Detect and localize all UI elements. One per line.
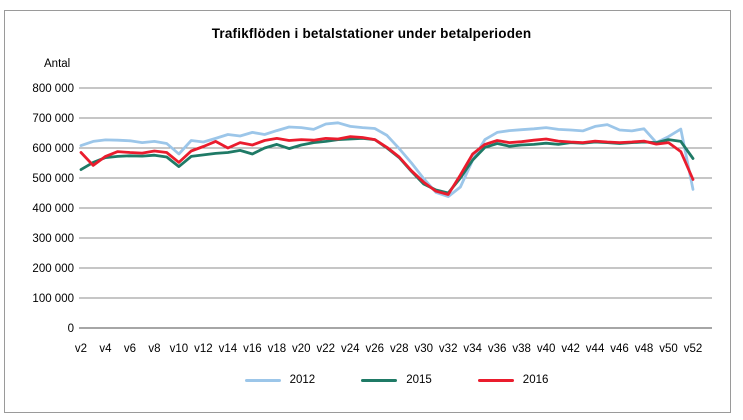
chart-border-frame [4,10,731,413]
x-tick-label: v38 [512,343,531,355]
legend-item-2016: 2016 [477,374,549,386]
x-tick-label: v2 [75,343,87,355]
legend-line-swatch-2015 [361,378,398,382]
x-tick-label: v16 [243,343,262,355]
x-tick-label: v12 [194,343,213,355]
legend-line-swatch-2016 [477,378,514,382]
x-tick-label: v18 [268,343,287,355]
y-tick-label: 300 000 [32,233,74,245]
x-tick-label: v50 [659,343,678,355]
x-tick-label: v28 [390,343,409,355]
x-tick-label: v34 [463,343,482,355]
x-tick-label: v46 [610,343,629,355]
x-tick-label: v20 [292,343,311,355]
x-tick-label: v52 [684,343,703,355]
x-tick-label: v26 [365,343,384,355]
y-tick-label: 200 000 [32,263,74,275]
legend-label: 2012 [289,374,316,386]
series-line-2016 [79,135,695,196]
x-tick-label: v8 [148,343,160,355]
y-axis-title: Antal [44,58,71,70]
x-tick-label: v40 [537,343,556,355]
chart-legend: 2012 2015 2016 [0,374,743,386]
x-tick-label: v4 [99,343,112,355]
y-tick-label: 500 000 [32,173,74,185]
chart-title: Trafikflöden i betalstationer under beta… [211,26,532,41]
x-tick-label: v24 [341,343,360,355]
legend-item-2012: 2012 [244,374,316,386]
x-tick-label: v48 [635,343,654,355]
legend-label: 2015 [406,374,432,386]
y-tick-label: 100 000 [32,293,74,305]
x-tick-label: v44 [586,343,605,355]
x-tick-label: v42 [561,343,580,355]
x-tick-label: v14 [219,343,238,355]
x-tick-label: v32 [439,343,458,355]
y-tick-label: 600 000 [32,143,74,155]
series-line-2012 [79,121,695,199]
legend-item-2015: 2015 [361,374,432,386]
x-tick-label: v22 [317,343,336,355]
y-tick-label: 0 [68,323,74,335]
legend-label: 2016 [522,374,549,386]
y-tick-label: 700 000 [32,113,74,125]
legend-line-swatch-2012 [244,378,281,382]
x-tick-label: v6 [124,343,136,355]
x-tick-label: v10 [170,343,189,355]
y-tick-label: 800 000 [32,83,74,95]
x-tick-label: v36 [488,343,507,355]
y-tick-label: 400 000 [32,203,74,215]
x-tick-label: v30 [414,343,433,355]
